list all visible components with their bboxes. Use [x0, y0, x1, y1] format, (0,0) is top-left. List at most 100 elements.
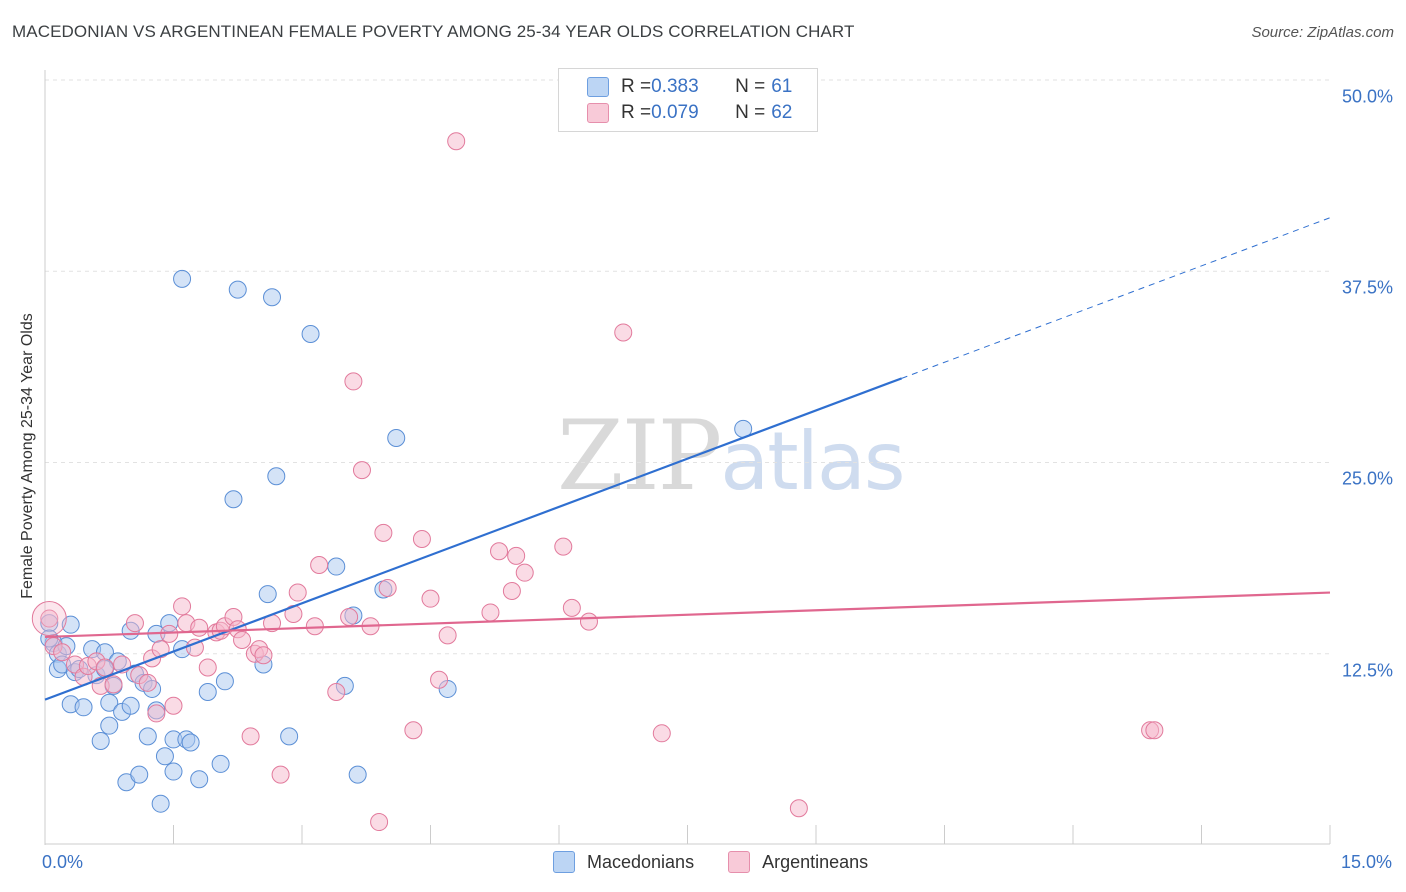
data-point-argentinean: [652, 724, 671, 743]
legend-r-label: R =: [621, 76, 652, 97]
legend-r-value: 0.383: [651, 76, 699, 97]
data-point-argentinean: [789, 799, 808, 818]
legend-swatch-pink: [587, 103, 609, 123]
y-tick-label-50: 50.0%: [1341, 86, 1393, 107]
data-point-macedonian: [164, 762, 183, 781]
data-point-argentinean: [233, 630, 252, 649]
data-point-argentinean-large: [31, 601, 67, 637]
data-point-argentinean: [147, 704, 166, 723]
y-tick-label-12-5: 12.5%: [1341, 660, 1393, 681]
legend-r-value: 0.079: [651, 102, 699, 123]
legend-row-argentineans: R = 0.079 N = 62: [587, 100, 792, 126]
data-point-macedonian: [228, 280, 247, 299]
legend-item-macedonians[interactable]: Macedonians: [553, 851, 694, 873]
data-point-macedonian: [387, 429, 406, 448]
data-point-argentinean: [1145, 721, 1164, 740]
data-point-argentinean: [138, 673, 157, 692]
data-point-argentinean: [502, 582, 521, 601]
data-point-macedonian: [155, 747, 174, 766]
y-tick-label-37-5: 37.5%: [1341, 277, 1393, 298]
correlation-legend: R = 0.383 N = 61 R = 0.079 N = 62: [558, 68, 818, 132]
data-point-macedonian: [280, 727, 299, 746]
data-point-argentinean: [254, 646, 273, 665]
data-point-macedonian: [100, 716, 119, 735]
data-point-macedonian: [211, 754, 230, 773]
data-point-argentinean: [288, 583, 307, 602]
data-point-macedonian: [100, 693, 119, 712]
legend-label-macedonians: Macedonians: [587, 851, 695, 872]
legend-label-argentineans: Argentineans: [762, 851, 869, 872]
data-point-argentinean: [344, 372, 363, 391]
trend-line-argentineans: [44, 591, 1331, 639]
legend-n-label: N =: [735, 76, 766, 97]
data-point-argentinean: [447, 132, 466, 151]
data-point-macedonian: [151, 794, 170, 813]
data-point-argentinean: [327, 683, 346, 701]
data-point-macedonian: [121, 696, 140, 715]
data-point-macedonian: [130, 765, 149, 784]
data-point-macedonian: [267, 467, 286, 486]
y-tick-label-25: 25.0%: [1341, 468, 1393, 489]
data-point-argentinean: [352, 461, 371, 480]
data-point-macedonian: [258, 585, 277, 604]
data-point-argentinean: [53, 643, 72, 662]
data-point-argentinean: [562, 598, 581, 617]
data-point-argentinean: [190, 618, 209, 637]
data-point-argentinean: [104, 675, 123, 694]
legend-swatch-blue: [587, 77, 609, 97]
data-point-argentinean: [370, 813, 389, 832]
data-point-argentinean: [412, 530, 431, 548]
data-point-macedonian: [198, 683, 217, 701]
data-point-macedonian: [181, 733, 200, 752]
data-point-argentinean: [340, 608, 359, 627]
series-legend: Macedonians Argentineans: [553, 851, 902, 873]
data-point-argentinean: [198, 658, 217, 677]
data-point-macedonian: [263, 288, 282, 307]
data-point-argentinean: [515, 563, 534, 582]
legend-n-value: 62: [771, 102, 793, 123]
data-point-macedonian: [327, 557, 346, 576]
data-point-macedonian: [224, 490, 243, 509]
data-point-argentinean: [430, 670, 449, 689]
legend-swatch-pink: [728, 851, 751, 873]
data-point-argentinean: [490, 542, 509, 561]
data-point-macedonian: [138, 727, 157, 746]
data-point-argentinean: [164, 696, 183, 715]
data-point-macedonian: [91, 731, 110, 750]
data-point-macedonian: [215, 672, 234, 691]
legend-n-label: N =: [735, 102, 766, 123]
chart-title: MACEDONIAN VS ARGENTINEAN FEMALE POVERTY…: [12, 22, 855, 41]
data-point-argentinean: [40, 609, 59, 628]
data-point-argentinean: [125, 614, 144, 633]
y-axis-label: Female Poverty Among 25-34 Year Olds: [19, 313, 36, 599]
data-point-argentinean: [374, 523, 393, 542]
legend-n-value: 61: [771, 76, 793, 97]
data-point-argentinean: [421, 589, 440, 608]
data-point-argentinean: [378, 578, 397, 597]
data-point-argentinean: [271, 765, 290, 784]
data-point-argentinean: [173, 597, 192, 616]
data-point-argentinean: [95, 658, 114, 677]
data-point-argentinean: [481, 603, 500, 622]
data-point-argentinean: [438, 626, 457, 645]
data-point-argentinean: [614, 323, 633, 342]
legend-r-label: R =: [621, 102, 652, 123]
data-point-argentinean: [404, 721, 423, 740]
data-point-argentinean: [554, 537, 573, 556]
data-point-macedonian: [301, 324, 320, 343]
data-point-argentinean: [507, 546, 526, 565]
data-point-argentinean: [151, 640, 170, 659]
data-point-macedonian: [173, 269, 192, 288]
data-point-macedonian: [190, 770, 209, 789]
data-point-argentinean: [305, 617, 324, 636]
data-point-argentinean: [310, 556, 329, 575]
source-label: Source: ZipAtlas.com: [1251, 24, 1394, 41]
x-tick-max: 15.0%: [1340, 852, 1392, 872]
x-tick-min: 0.0%: [42, 852, 84, 872]
legend-item-argentineans[interactable]: Argentineans: [728, 851, 868, 873]
data-point-macedonian: [74, 698, 93, 717]
data-point-macedonian: [348, 765, 367, 784]
legend-swatch-blue: [553, 851, 575, 873]
trend-line-macedonians: [44, 377, 903, 701]
